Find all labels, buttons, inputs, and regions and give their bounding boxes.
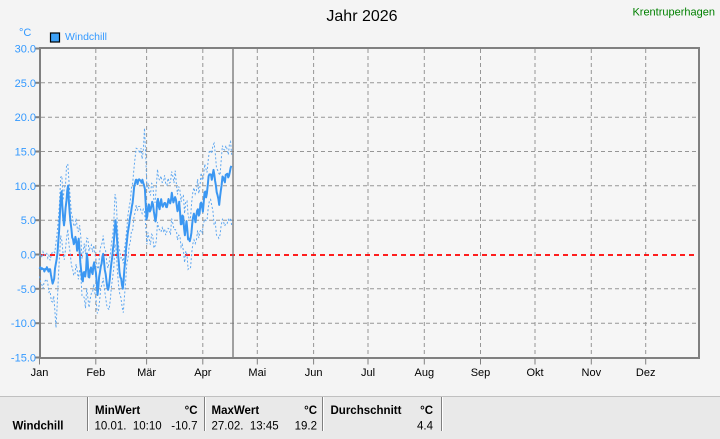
svg-text:10.0: 10.0 [15, 181, 36, 193]
svg-text:Jun: Jun [305, 367, 323, 379]
svg-text:°C: °C [304, 405, 317, 417]
svg-text:-10.7: -10.7 [171, 421, 197, 433]
svg-text:MaxWert: MaxWert [212, 405, 260, 417]
svg-text:0.0: 0.0 [21, 250, 36, 262]
svg-text:10.01. 10:10: 10.01. 10:10 [95, 421, 162, 433]
svg-text:-10.0: -10.0 [11, 318, 36, 330]
svg-text:Aug: Aug [415, 367, 435, 379]
svg-text:°C: °C [185, 405, 198, 417]
svg-text:Mai: Mai [248, 367, 266, 379]
svg-text:Jahr 2026: Jahr 2026 [326, 8, 397, 25]
svg-text:-5.0: -5.0 [17, 284, 36, 296]
svg-text:-15.0: -15.0 [11, 353, 36, 365]
svg-text:Feb: Feb [86, 367, 105, 379]
svg-text:Krentruperhagen: Krentruperhagen [632, 7, 715, 19]
svg-text:25.0: 25.0 [15, 78, 36, 90]
svg-text:Okt: Okt [526, 367, 543, 379]
svg-text:5.0: 5.0 [21, 215, 36, 227]
svg-text:4.4: 4.4 [417, 421, 434, 433]
svg-text:19.2: 19.2 [295, 421, 317, 433]
svg-text:Jul: Jul [361, 367, 375, 379]
svg-text:°C: °C [19, 27, 31, 39]
svg-text:Sep: Sep [471, 367, 491, 379]
svg-text:Windchill: Windchill [65, 31, 107, 43]
svg-text:Windchill: Windchill [13, 421, 64, 433]
svg-text:30.0: 30.0 [15, 44, 36, 56]
svg-text:Nov: Nov [582, 367, 602, 379]
svg-text:20.0: 20.0 [15, 112, 36, 124]
svg-text:Jan: Jan [31, 367, 49, 379]
svg-text:27.02. 13:45: 27.02. 13:45 [212, 421, 279, 433]
svg-text:Dez: Dez [636, 367, 656, 379]
svg-text:Mär: Mär [137, 367, 156, 379]
svg-text:Durchschnitt: Durchschnitt [331, 405, 402, 417]
svg-text:Apr: Apr [194, 367, 211, 379]
svg-text:MinWert: MinWert [95, 405, 140, 417]
svg-text:°C: °C [420, 405, 433, 417]
svg-text:15.0: 15.0 [15, 147, 36, 159]
